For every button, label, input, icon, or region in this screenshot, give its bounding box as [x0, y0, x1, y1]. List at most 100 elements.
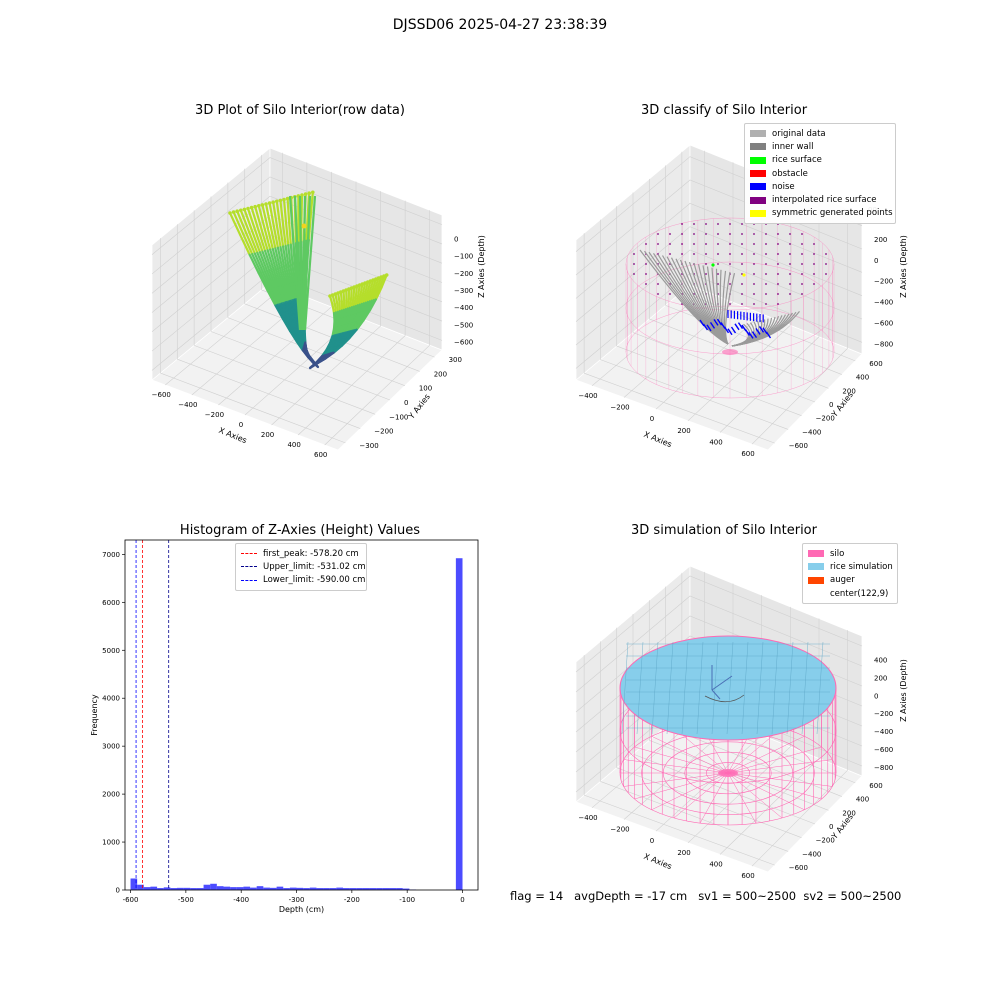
cls-interp-point	[789, 243, 791, 245]
raw-arc-segment	[272, 287, 282, 305]
classify-plot-title: 3D classify of Silo Interior	[640, 103, 808, 118]
raw-arc-segment	[282, 245, 288, 268]
cls-interp-point	[777, 263, 779, 265]
raw-arc-segment	[242, 232, 254, 256]
hist-bar	[276, 886, 284, 890]
raw-ztick-label: −600	[454, 338, 473, 346]
cls-noise-point	[765, 331, 772, 339]
sim-ytick-label: 400	[856, 796, 869, 804]
sim-silo-base-spoke	[634, 746, 729, 774]
cls-interp-point	[741, 253, 743, 255]
raw-arc-segment	[261, 271, 272, 291]
cls-noise-point	[755, 328, 761, 335]
raw-zlabel: Z Axies (Depth)	[476, 235, 486, 298]
cls-interp-point	[669, 243, 671, 245]
raw-arc-segment	[236, 210, 248, 235]
raw-arc-segment	[341, 316, 346, 328]
cls-interp-point	[705, 233, 707, 235]
classify-legend-entry: rice surface	[750, 154, 890, 167]
cls-interp-point	[741, 273, 743, 275]
cls-noise-point	[751, 331, 758, 338]
raw-ytick-label: 0	[404, 399, 408, 407]
sim-rice-surface	[619, 635, 837, 741]
legend-line-swatch	[241, 579, 257, 581]
sim-rice-mesh-line	[651, 641, 659, 735]
cls-zgrid	[575, 226, 863, 322]
raw-arc-segment	[365, 299, 374, 313]
raw-arc-segment	[349, 313, 356, 326]
cls-interp-point	[825, 273, 827, 275]
hist-bar	[137, 884, 144, 890]
cls-interp-point	[717, 223, 719, 225]
raw-ztick-label: −100	[454, 253, 473, 261]
raw-arc-segment	[263, 227, 272, 251]
raw-arc-segment	[258, 251, 269, 273]
hist-xlabel: Depth (cm)	[279, 905, 324, 914]
raw-ygrid	[160, 372, 346, 444]
cls-interp-point	[717, 283, 719, 285]
raw-top-point	[344, 288, 349, 292]
raw-arc-segment	[245, 232, 256, 255]
hist-xtick-label: -100	[399, 896, 415, 904]
histogram-legend-entry: Upper_limit: -531.02 cm	[241, 560, 366, 573]
raw-top-point	[235, 209, 239, 213]
raw-arc-segment	[380, 273, 388, 289]
cls-interp-point	[777, 253, 779, 255]
legend-swatch	[750, 183, 766, 191]
raw-arc-segment	[257, 229, 267, 253]
cls-interp-point	[777, 233, 779, 235]
cls-interp-point	[729, 223, 731, 225]
raw-arc-segment	[278, 266, 286, 287]
classify-legend-entry: original data	[750, 127, 890, 140]
raw-arc-segment	[239, 209, 251, 234]
sim-ygrid	[665, 726, 842, 797]
legend-swatch	[750, 156, 766, 164]
hist-ytick-label: 7000	[102, 551, 120, 559]
cls-interp-point	[753, 233, 755, 235]
simulation-legend-entry: center(122,9)	[808, 587, 892, 600]
sim-rice-mesh-line	[801, 641, 809, 735]
legend-label: auger	[830, 575, 855, 586]
cls-interp-point	[753, 283, 755, 285]
raw-arc-segment	[346, 297, 350, 310]
raw-arc-segment	[243, 208, 254, 233]
raw-xtick-label: −600	[152, 391, 171, 399]
raw-arc-segment	[279, 285, 287, 304]
hist-bar	[316, 888, 324, 890]
raw-arc-segment	[251, 230, 262, 254]
cls-interp-point	[729, 233, 731, 235]
raw-arc-segment	[360, 292, 367, 305]
legend-swatch	[808, 576, 824, 584]
simulation-plot-title: 3D simulation of Silo Interior	[631, 523, 817, 538]
raw-arc-segment	[281, 222, 287, 247]
hist-bar	[163, 887, 171, 890]
raw-arc-segment	[279, 246, 286, 268]
raw-arc-segment	[340, 337, 351, 347]
legend-swatch	[808, 590, 824, 597]
hist-bar	[177, 887, 184, 890]
cls-interp-point	[717, 273, 719, 275]
cls-interp-point	[693, 253, 695, 255]
raw-top-point	[282, 197, 286, 202]
sim-rice-mesh-line	[666, 641, 674, 735]
legend-label: silo	[830, 548, 845, 559]
raw-top-point	[355, 284, 359, 288]
raw-arc-segment	[359, 282, 364, 296]
raw-arc-segment	[315, 357, 327, 365]
raw-arc-segment	[261, 250, 271, 272]
raw-top-point	[228, 211, 232, 215]
legend-label: first_peak: -578.20 cm	[263, 548, 359, 559]
raw-zgrid	[151, 157, 443, 255]
sim-ztick-label: −600	[874, 746, 893, 754]
cls-xtick-label: 0	[650, 415, 654, 423]
raw-arc-segment	[228, 211, 242, 236]
sim-xtick-label: −400	[578, 814, 597, 822]
raw-arc-segment	[238, 233, 251, 256]
raw-arc-segment	[269, 225, 277, 250]
cls-noise-point	[713, 318, 719, 326]
raw-arc-segment	[358, 302, 366, 315]
cls-interp-point	[741, 303, 743, 305]
classify-point-cloud	[625, 217, 835, 399]
cls-interp-point	[657, 243, 659, 245]
cls-original-arc	[725, 272, 736, 345]
